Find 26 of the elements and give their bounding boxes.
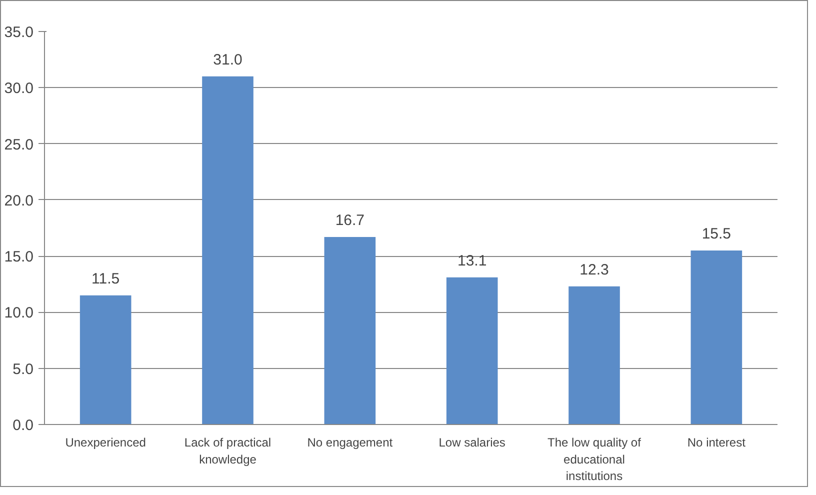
data-label: 31.0 [213,51,242,68]
x-tick-label: Lack of practical knowledge [184,436,272,466]
bar [690,250,742,424]
bar [202,76,254,424]
data-label: 13.1 [457,252,487,270]
y-tick-label: 15.0 [4,248,34,266]
y-tick-label: 5.0 [12,360,34,378]
x-tick-label: No engagement [307,436,394,450]
y-tick-label: 25.0 [4,136,34,154]
y-tick-label: 10.0 [4,304,34,322]
bar [80,295,132,424]
data-label: 11.5 [92,270,120,288]
bar [324,236,376,424]
bar [568,286,620,424]
data-label: 12.3 [580,261,609,278]
x-tick-label: Unexperienced [65,436,146,450]
x-tick-label: The low quality of educational institutions [548,436,642,484]
x-tick-label: Low salaries [438,436,506,450]
y-tick-label: 35.0 [4,24,34,41]
bar [446,277,498,424]
x-tick-label: No interest [687,436,746,450]
y-tick-label: 30.0 [4,80,34,98]
data-label: 15.5 [702,225,732,242]
y-tick-label: 20.0 [4,192,34,210]
y-tick-label: 0.0 [12,417,34,434]
data-label: 16.7 [335,212,365,229]
